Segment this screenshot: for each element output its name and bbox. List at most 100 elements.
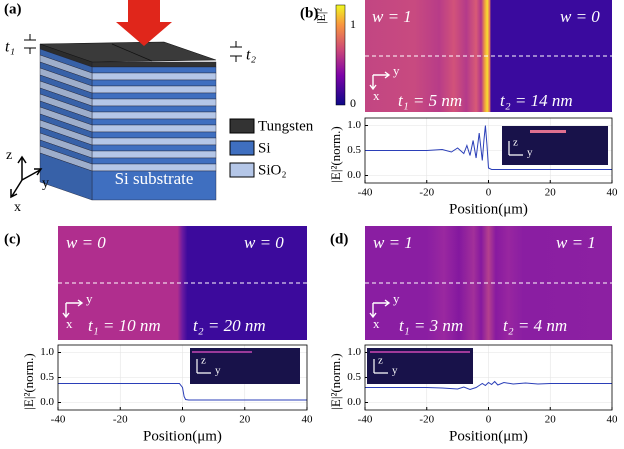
- inset-axes: [196, 359, 211, 374]
- label: t₂ = 20 nm: [193, 316, 266, 335]
- label: x: [14, 200, 21, 215]
- label: x: [373, 316, 380, 331]
- label: t₁ = 5 nm: [398, 91, 462, 110]
- y-tick-label: 1.0: [40, 346, 54, 358]
- label: t₂: [246, 47, 256, 64]
- label: t₁ = 10 nm: [88, 316, 161, 335]
- layer-front: [91, 144, 217, 152]
- label: |E|²: [314, 8, 328, 24]
- y-axis-label: |E|²(norm.): [328, 353, 343, 409]
- layer-side: [39, 152, 93, 201]
- x-axis-label: Position(μm): [143, 428, 222, 444]
- heatmap: [58, 226, 307, 340]
- label: y: [392, 365, 398, 377]
- label: (a): [4, 1, 22, 17]
- label: w = 1: [373, 233, 413, 252]
- x-tick-label: -20: [113, 414, 128, 426]
- layer-front: [91, 66, 217, 74]
- thickness-markers: [24, 34, 242, 62]
- plot-frame: [364, 344, 613, 411]
- label: x: [373, 88, 380, 103]
- x-tick-label: 40: [607, 187, 619, 199]
- y-tick-label: 0.0: [347, 169, 361, 181]
- data-line: [58, 383, 307, 401]
- inset: [190, 348, 300, 384]
- layer-front: [91, 79, 217, 87]
- label: z: [201, 355, 206, 367]
- axis-triad: [10, 155, 43, 199]
- inset-axes: [373, 359, 388, 374]
- inset: [367, 348, 473, 384]
- legend-swatch: [229, 118, 255, 134]
- x-tick-label: 20: [545, 414, 557, 426]
- x-tick-label: 0: [486, 187, 492, 199]
- label: SiO₂: [258, 162, 287, 178]
- x-tick-label: -20: [419, 187, 434, 199]
- label: w = 1: [372, 7, 412, 26]
- x-tick-label: -20: [419, 414, 434, 426]
- colorbar: [335, 4, 346, 106]
- label: w = 0: [560, 7, 600, 26]
- layer-front: [91, 150, 217, 159]
- plot-frame: [364, 117, 613, 184]
- y-axis-label: |E|²(norm.): [21, 353, 36, 409]
- y-tick-label: 0.0: [40, 396, 54, 408]
- label: Si substrate: [115, 169, 194, 188]
- x-tick-label: 0: [180, 414, 186, 426]
- label: z: [6, 148, 12, 163]
- layer-front: [91, 131, 217, 139]
- y-tick-label: 0.5: [347, 144, 361, 156]
- label: (b): [300, 5, 318, 21]
- layer-front: [91, 72, 217, 81]
- label: y: [393, 291, 400, 306]
- step: [111, 43, 153, 62]
- label: z: [513, 137, 518, 149]
- label: y: [86, 291, 93, 306]
- plot-frame: [57, 344, 308, 411]
- y-tick-label: 0.0: [347, 396, 361, 408]
- label: 0: [350, 96, 356, 110]
- layer-front: [91, 92, 217, 100]
- label: z: [378, 355, 383, 367]
- y-tick-label: 0.5: [40, 371, 54, 383]
- x-tick-label: -40: [51, 414, 66, 426]
- x-axis-label: Position(μm): [449, 428, 528, 444]
- x-tick-label: 40: [302, 414, 314, 426]
- x-tick-label: -40: [358, 187, 373, 199]
- data-line: [365, 380, 612, 391]
- label: w = 1: [556, 233, 596, 252]
- layer-front: [91, 105, 217, 113]
- layer-front: [91, 170, 217, 201]
- layer-front: [91, 85, 217, 94]
- label: y: [393, 63, 400, 78]
- legend-swatch: [229, 140, 255, 156]
- x-tick-label: 20: [545, 187, 557, 199]
- legend-swatch: [229, 162, 255, 178]
- label: Tungsten: [258, 118, 314, 134]
- dashed-lines: [58, 55, 612, 284]
- tungsten-top: [39, 41, 217, 63]
- label: y: [215, 365, 221, 377]
- y-axis-label: |E|²(norm.): [328, 126, 343, 182]
- x-tick-label: 40: [607, 414, 619, 426]
- label: w = 0: [66, 233, 106, 252]
- layer-front: [91, 61, 217, 68]
- map-axes: [369, 299, 391, 319]
- label: t₂ = 14 nm: [500, 91, 573, 110]
- label: Si: [258, 140, 271, 156]
- side-shade: [40, 44, 92, 200]
- y-tick-label: 1.0: [347, 119, 361, 131]
- label: y: [42, 176, 49, 191]
- layer-front: [91, 111, 217, 120]
- light-arrow: [116, 0, 172, 46]
- map-axes: [369, 71, 391, 91]
- inset-highlight: [530, 130, 566, 133]
- layer-front: [91, 98, 217, 107]
- layer-front: [91, 124, 217, 133]
- layer-stack: [39, 41, 217, 201]
- y-tick-label: 1.0: [347, 346, 361, 358]
- label: (c): [4, 231, 21, 247]
- label: w = 0: [244, 233, 284, 252]
- label: t₁: [5, 39, 15, 56]
